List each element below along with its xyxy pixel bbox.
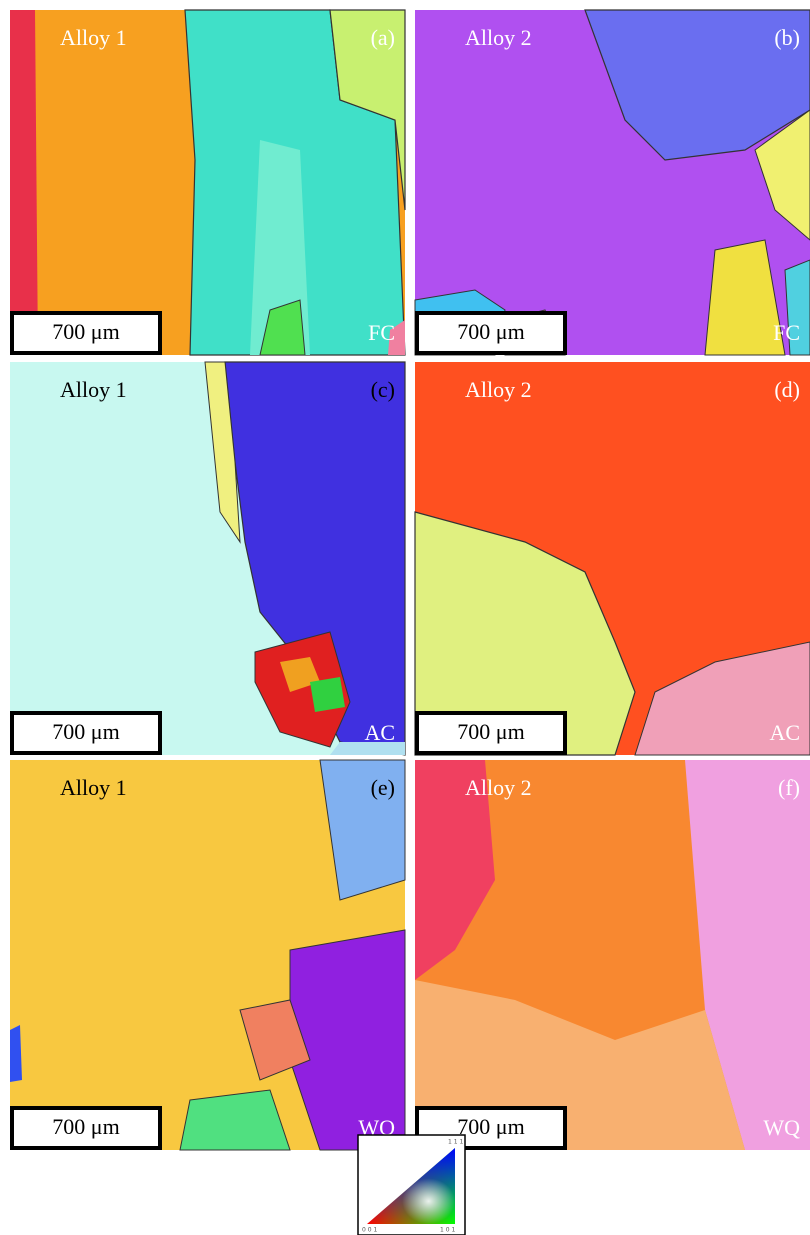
panel-letter: (a) xyxy=(371,25,395,50)
alloy-label: Alloy 2 xyxy=(465,25,532,50)
panel-letter: (c) xyxy=(371,377,395,402)
ebsd-map: Alloy 2 (f) WQ 700 μm xyxy=(415,760,810,1150)
condition-label: WQ xyxy=(763,1115,800,1140)
panel-letter: (b) xyxy=(774,25,800,50)
alloy-label: Alloy 1 xyxy=(60,25,127,50)
scale-bar-box xyxy=(10,1106,162,1150)
condition-label: AC xyxy=(364,720,395,745)
condition-label: FC xyxy=(773,320,800,345)
panel-letter: (d) xyxy=(774,377,800,402)
ebsd-map: Alloy 2 (b) FC 700 μm xyxy=(414,9,810,356)
scale-bar-box xyxy=(10,711,162,755)
legend-label: 1 0 1 xyxy=(440,1227,455,1234)
alloy-label: Alloy 1 xyxy=(60,775,127,800)
scale-bar-label: 700 μm xyxy=(52,719,119,744)
ebsd-map: Alloy 1 (c) AC 700 μm xyxy=(10,361,406,756)
ipf-legend: 1 1 1 0 0 1 1 0 1 xyxy=(357,1134,466,1235)
condition-label: FC xyxy=(368,320,395,345)
scale-bar-box xyxy=(415,711,567,755)
scale-bar-label: 700 μm xyxy=(457,319,524,344)
scale-bar-label: 700 μm xyxy=(52,1114,119,1139)
ebsd-map: Alloy 2 (d) AC 700 μm xyxy=(414,362,810,756)
legend-label: 1 1 1 xyxy=(448,1139,463,1146)
alloy-label: Alloy 2 xyxy=(465,775,532,800)
alloy-label: Alloy 2 xyxy=(465,377,532,402)
scale-bar-box xyxy=(10,311,162,355)
condition-label: AC xyxy=(769,720,800,745)
legend-label: 0 0 1 xyxy=(362,1227,377,1234)
scale-bar-label: 700 μm xyxy=(457,719,524,744)
ebsd-map: Alloy 1 (a) FC 700 μm xyxy=(10,9,406,356)
scale-bar-box xyxy=(415,311,567,355)
scale-bar-label: 700 μm xyxy=(52,319,119,344)
panel-letter: (e) xyxy=(371,775,395,800)
scale-bar-label: 700 μm xyxy=(457,1114,524,1139)
alloy-label: Alloy 1 xyxy=(60,377,127,402)
panel-letter: (f) xyxy=(778,775,800,800)
